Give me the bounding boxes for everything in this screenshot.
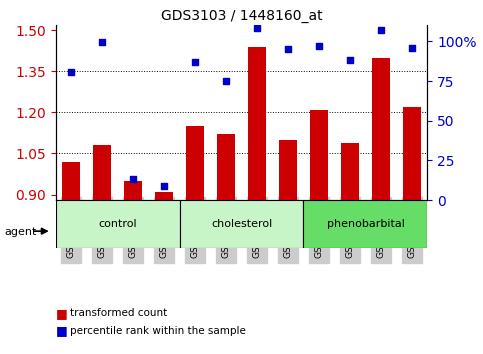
Point bbox=[98, 40, 106, 45]
Text: control: control bbox=[98, 219, 137, 229]
Text: ■: ■ bbox=[56, 307, 67, 320]
Text: percentile rank within the sample: percentile rank within the sample bbox=[70, 326, 246, 336]
Bar bbox=[279, 140, 297, 200]
Bar bbox=[155, 192, 173, 200]
Point bbox=[253, 25, 261, 31]
Point bbox=[284, 46, 292, 52]
Point bbox=[160, 183, 168, 189]
Bar bbox=[248, 47, 266, 200]
Point bbox=[129, 176, 137, 182]
Point bbox=[222, 78, 230, 84]
Text: ■: ■ bbox=[56, 325, 67, 337]
Bar bbox=[303, 200, 427, 248]
Text: agent: agent bbox=[5, 227, 37, 237]
Bar bbox=[124, 181, 142, 200]
Text: phenobarbital: phenobarbital bbox=[327, 219, 404, 229]
Bar bbox=[180, 200, 303, 248]
Bar bbox=[62, 162, 80, 200]
Bar bbox=[341, 143, 359, 200]
Text: cholesterol: cholesterol bbox=[211, 219, 272, 229]
Point bbox=[191, 59, 199, 64]
Bar bbox=[186, 126, 204, 200]
Bar bbox=[403, 107, 421, 200]
Bar bbox=[217, 134, 235, 200]
Text: GDS3103 / 1448160_at: GDS3103 / 1448160_at bbox=[161, 9, 322, 23]
Text: transformed count: transformed count bbox=[70, 308, 167, 318]
Point bbox=[408, 45, 416, 50]
Point bbox=[315, 43, 323, 48]
Point bbox=[67, 69, 75, 75]
Bar bbox=[372, 58, 390, 200]
Bar bbox=[93, 145, 112, 200]
Bar bbox=[310, 110, 328, 200]
Bar bbox=[56, 200, 180, 248]
Point bbox=[377, 27, 385, 33]
Point bbox=[346, 57, 354, 63]
